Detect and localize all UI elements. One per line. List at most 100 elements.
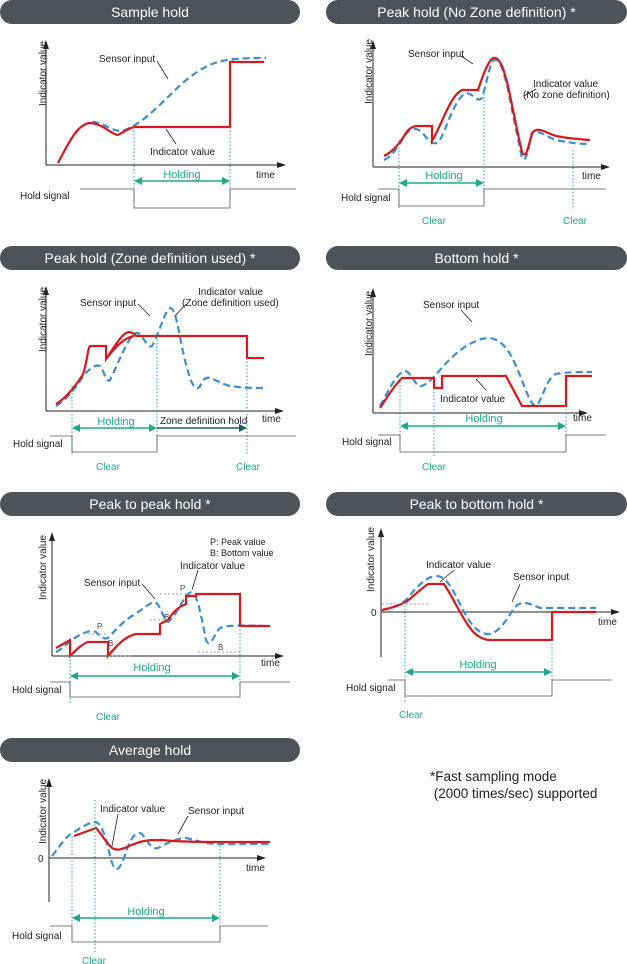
sensor-input-label: Sensor input: [513, 572, 569, 583]
sensor-input-curve: [55, 306, 267, 407]
sensor-input-leader: [511, 583, 521, 603]
legend-peak: P: Peak value: [210, 537, 266, 547]
clear-label: Clear: [82, 956, 107, 964]
hold-signal-label: Hold signal: [12, 931, 61, 942]
sensor-input-curve: [381, 574, 596, 636]
x-axis-label: time: [261, 658, 280, 669]
banner-peak-to-bottom-hold: Peak to bottom hold *: [326, 492, 627, 516]
holding-arrow-head-left: [405, 668, 413, 676]
b-label-3: B: [218, 643, 223, 652]
sensor-input-leader: [137, 303, 151, 317]
holding-arrow-head-left: [400, 422, 408, 430]
sensor-input-curve: [379, 336, 593, 408]
sensor-input-leader: [141, 583, 156, 600]
holding-label: Holding: [459, 659, 496, 671]
zero-label: 0: [38, 854, 44, 865]
sensor-input-leader: [177, 815, 189, 835]
sensor-input-label: Sensor input: [423, 300, 479, 311]
indicator-value-curve: [379, 374, 592, 409]
indicator-value-label: Indicator value: [100, 804, 165, 815]
indicator-value-label-2: (No zone definition): [523, 90, 610, 101]
x-axis-arrow: [611, 609, 620, 615]
banner-peak-hold-no-zone: Peak hold (No Zone definition) *: [326, 0, 627, 24]
holding-label: Holding: [133, 662, 170, 674]
clear-label-2: Clear: [563, 216, 588, 227]
holding-arrow-head-left: [72, 424, 80, 432]
indicator-value-label-1: Indicator value: [533, 79, 598, 90]
indicator-value-leader: [523, 88, 537, 97]
zone-hold-arrow-head: [239, 424, 247, 432]
x-axis-arrow: [601, 164, 610, 170]
indicator-value-curve: [55, 592, 270, 660]
holding-arrow-head-right: [232, 672, 240, 680]
indicator-value-label-1: Indicator value: [198, 287, 263, 298]
indicator-value-curve: [73, 826, 270, 851]
x-axis-arrow: [579, 410, 588, 416]
banner-peak-hold-zone: Peak hold (Zone definition used) *: [0, 246, 300, 270]
clear-label-1: Clear: [96, 462, 121, 473]
y-axis-label: Indicator value: [366, 527, 377, 592]
banner-average-hold: Average hold: [0, 738, 300, 762]
hold-signal-label: Hold signal: [342, 437, 391, 448]
hold-signal-label: Hold signal: [20, 191, 69, 202]
hold-signal-line: [50, 681, 290, 698]
indicator-value-leader: [439, 569, 455, 583]
holding-arrow-head-right: [558, 422, 566, 430]
y-axis-label: Indicator value: [38, 535, 49, 600]
hold-signal-line: [378, 188, 606, 207]
banner-sample-hold: Sample hold: [0, 0, 300, 24]
peak-hold-no-zone-diagram: Indicator value time Sensor input Indica…: [341, 39, 610, 227]
indicator-value-curve: [57, 60, 264, 164]
peak-hold-zone-diagram: Indicator value time Sensor input Indica…: [13, 286, 296, 473]
clear-label: Clear: [422, 462, 447, 473]
y-axis-label: Indicator value: [364, 39, 375, 104]
holding-label: Holding: [163, 169, 200, 181]
y-axis-label: Indicator value: [38, 41, 49, 106]
x-axis-label: time: [256, 170, 275, 181]
p-label-2: P: [180, 584, 185, 593]
hold-signal-label: Hold signal: [13, 439, 62, 450]
x-axis-arrow: [257, 855, 266, 861]
holding-arrow-head-left: [70, 672, 78, 680]
sensor-input-label: Sensor input: [408, 49, 464, 60]
peak-to-peak-hold-diagram: Indicator value time P: Peak value B: Bo…: [12, 532, 290, 723]
indicator-value-leader: [174, 303, 187, 317]
zero-label: 0: [371, 608, 377, 619]
indicator-value-curve: [383, 56, 591, 157]
hold-signal-line: [378, 434, 606, 453]
hold-signal-label: Hold signal: [341, 193, 390, 204]
sensor-input-curve: [51, 820, 270, 871]
sensor-input-curve: [383, 58, 591, 161]
banner-peak-to-peak-hold: Peak to peak hold *: [0, 492, 300, 516]
sample-hold-diagram: Indicator value time Sensor input Indica…: [20, 40, 296, 209]
x-axis-arrow: [275, 653, 284, 659]
sensor-input-label: Sensor input: [99, 54, 155, 65]
sensor-input-label: Sensor input: [188, 806, 244, 817]
hold-signal-label: Hold signal: [12, 685, 61, 696]
indicator-value-leader: [165, 128, 177, 145]
holding-arrow-head-right: [212, 914, 220, 922]
x-axis-label: time: [598, 617, 617, 628]
x-axis-arrow: [277, 162, 286, 168]
indicator-value-leader: [191, 569, 199, 591]
x-axis-label: time: [573, 413, 592, 424]
indicator-value-label: Indicator value: [180, 561, 245, 572]
sensor-input-label: Sensor input: [84, 578, 140, 589]
holding-arrow-head-right: [149, 424, 157, 432]
indicator-value-label: Indicator value: [440, 394, 505, 405]
sensor-input-leader: [460, 309, 473, 323]
zone-hold-label: Zone definition hold: [160, 416, 247, 427]
holding-label: Holding: [127, 906, 164, 918]
indicator-value-leader: [111, 813, 119, 847]
indicator-value-label: Indicator value: [150, 147, 215, 158]
sensor-input-label: Sensor input: [80, 298, 136, 309]
y-axis-label: Indicator value: [38, 287, 49, 352]
holding-arrow-head-left: [399, 179, 407, 187]
indicator-value-curve: [55, 331, 264, 405]
holding-arrow-head-left: [134, 177, 142, 185]
hold-signal-line: [388, 679, 612, 697]
holding-label: Holding: [465, 413, 502, 425]
clear-label-2: Clear: [236, 462, 261, 473]
x-axis-label: time: [246, 863, 265, 874]
holding-label: Holding: [97, 416, 134, 428]
